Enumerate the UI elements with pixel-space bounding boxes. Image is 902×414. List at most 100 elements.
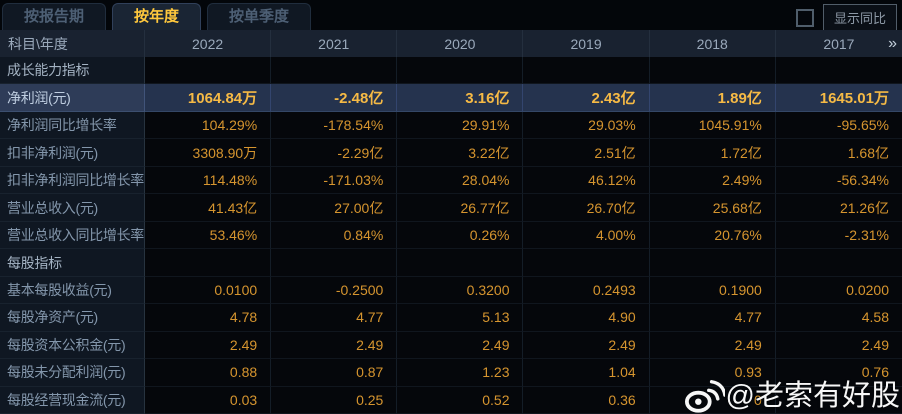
value-cell: 1045.91% — [649, 111, 776, 140]
header-year-2017: 2017 » — [776, 30, 902, 57]
value-cell: 29.91% — [397, 111, 524, 140]
value-cell: 21.26亿 — [775, 194, 902, 222]
header-year-2018: 2018 — [650, 30, 776, 57]
value-cell: 1064.84万 — [145, 84, 272, 112]
value-cell: 5.13 — [397, 304, 524, 332]
table-row[interactable]: 扣非净利润同比增长率 114.48% -171.03% 28.04% 46.12% 2.4… — [0, 166, 902, 195]
value-cell — [145, 57, 272, 85]
value-cell: 0.76 — [775, 359, 902, 387]
value-cell — [523, 57, 650, 85]
value-cell: 2.51亿 — [523, 139, 650, 167]
table-row[interactable]: 扣非净利润(元) 3308.90万 -2.29亿 3.22亿 2.51亿 1.72亿 1.6… — [0, 139, 902, 167]
table-row[interactable]: 营业总收入同比增长率 53.46% 0.84% 0.26% 4.00% 20.76% -2.… — [0, 221, 902, 250]
value-cell: 0.93 — [649, 359, 776, 387]
value-cell: 0.03 — [145, 386, 272, 414]
value-cell — [271, 249, 398, 277]
header-year-2021: 2021 — [271, 30, 398, 57]
value-cell: 25.68亿 — [649, 194, 776, 222]
value-cell: 26.70亿 — [523, 194, 650, 222]
section-header-row: 每股指标 — [0, 249, 902, 277]
table-row[interactable]: 营业总收入(元) 41.43亿 27.00亿 26.77亿 26.70亿 25.68亿 21… — [0, 194, 902, 222]
value-cell: 2.49 — [649, 331, 776, 360]
header-year-2020: 2020 — [397, 30, 524, 57]
value-cell: 0.0100 — [145, 276, 272, 305]
table-row[interactable]: 净利润同比增长率 104.29% -178.54% 29.91% 29.03% 1045.… — [0, 111, 902, 140]
value-cell — [397, 57, 524, 85]
value-cell: 2.49 — [271, 331, 398, 360]
tab-by-report-period[interactable]: 按报告期 — [2, 3, 107, 30]
value-cell: 1.68亿 — [775, 139, 902, 167]
row-label: 扣非净利润同比增长率 — [0, 166, 145, 195]
value-cell: 1.23 — [397, 359, 524, 387]
row-label: 净利润(元) — [0, 84, 145, 112]
value-cell: 3.22亿 — [397, 139, 524, 167]
header-year-2019: 2019 — [523, 30, 650, 57]
value-cell — [649, 57, 776, 85]
value-cell: -2.31% — [775, 221, 902, 250]
value-cell: -2.48亿 — [271, 84, 398, 112]
table-body: 成长能力指标 净利润(元) 1064.84万 -2.48亿 3.16亿 2.43亿 1.89… — [0, 57, 902, 414]
table-row[interactable]: 基本每股收益(元) 0.0100 -0.2500 0.3200 0.2493 0.1900… — [0, 276, 902, 305]
value-cell: 0.25 — [271, 386, 398, 414]
value-cell: 27.00亿 — [271, 194, 398, 222]
value-cell — [145, 249, 272, 277]
table-row[interactable]: 每股未分配利润(元) 0.88 0.87 1.23 1.04 0.93 0.76 — [0, 359, 902, 387]
value-cell: 0.1900 — [649, 276, 776, 305]
value-cell — [649, 249, 776, 277]
value-cell: 104.29% — [145, 111, 272, 140]
value-cell: 0.26% — [397, 221, 524, 250]
value-cell: 2.49 — [775, 331, 902, 360]
value-cell: 1.72亿 — [649, 139, 776, 167]
value-cell: 28.04% — [397, 166, 524, 195]
show-yoy-label[interactable]: 显示同比 — [822, 4, 897, 32]
header-year-label: 2017 — [823, 35, 855, 52]
value-cell: 2.49% — [649, 166, 776, 195]
value-cell: 4.58 — [775, 304, 902, 332]
value-cell: 114.48% — [145, 166, 272, 195]
value-cell: -95.65% — [775, 111, 902, 140]
value-cell: 4.77 — [271, 304, 398, 332]
value-cell: 0.52 — [397, 386, 524, 414]
table-row[interactable]: 净利润(元) 1064.84万 -2.48亿 3.16亿 2.43亿 1.89亿 1645.… — [0, 84, 902, 112]
value-cell — [775, 249, 902, 277]
value-cell: -178.54% — [271, 111, 398, 140]
value-cell: -0.2500 — [271, 276, 398, 305]
value-cell: 0.84% — [271, 221, 398, 250]
row-label: 每股指标 — [0, 249, 145, 277]
value-cell: 2.49 — [523, 331, 650, 360]
table-row[interactable]: 每股净资产(元) 4.78 4.77 5.13 4.90 4.77 4.58 — [0, 304, 902, 332]
more-years-icon[interactable]: » — [888, 34, 897, 52]
row-label: 每股未分配利润(元) — [0, 359, 145, 387]
value-cell — [523, 249, 650, 277]
row-label: 净利润同比增长率 — [0, 111, 145, 140]
table-row[interactable]: 每股经营现金流(元) 0.03 0.25 0.52 0.36 0 — [0, 386, 902, 414]
value-cell: 3308.90万 — [145, 139, 272, 167]
value-cell: 53.46% — [145, 221, 272, 250]
tab-by-single-quarter[interactable]: 按单季度 — [207, 3, 312, 30]
row-label: 基本每股收益(元) — [0, 276, 145, 305]
value-cell: 1645.01万 — [775, 84, 902, 112]
row-label: 扣非净利润(元) — [0, 139, 145, 167]
value-cell: 0.2493 — [523, 276, 650, 305]
value-cell: 2.49 — [397, 331, 524, 360]
value-cell: 0.88 — [145, 359, 272, 387]
table-header-row: 科目\年度 2022 2021 2020 2019 2018 2017 » — [0, 30, 902, 57]
row-label: 每股净资产(元) — [0, 304, 145, 332]
value-cell: 3.16亿 — [397, 84, 524, 112]
value-cell — [775, 57, 902, 85]
value-cell — [775, 386, 902, 414]
value-cell: 1.89亿 — [649, 84, 776, 112]
yoy-controls: 显示同比 — [795, 4, 897, 32]
row-label: 每股资本公积金(元) — [0, 331, 145, 360]
value-cell: 26.77亿 — [397, 194, 524, 222]
value-cell: 0.87 — [271, 359, 398, 387]
row-label: 营业总收入(元) — [0, 194, 145, 222]
show-yoy-checkbox[interactable] — [795, 9, 814, 27]
value-cell: 0.0200 — [775, 276, 902, 305]
tab-by-year[interactable]: 按年度 — [112, 3, 202, 30]
row-label: 营业总收入同比增长率 — [0, 221, 145, 250]
row-label: 每股经营现金流(元) — [0, 386, 145, 414]
value-cell: 4.78 — [145, 304, 272, 332]
value-cell: -56.34% — [775, 166, 902, 195]
table-row[interactable]: 每股资本公积金(元) 2.49 2.49 2.49 2.49 2.49 2.49 — [0, 331, 902, 360]
